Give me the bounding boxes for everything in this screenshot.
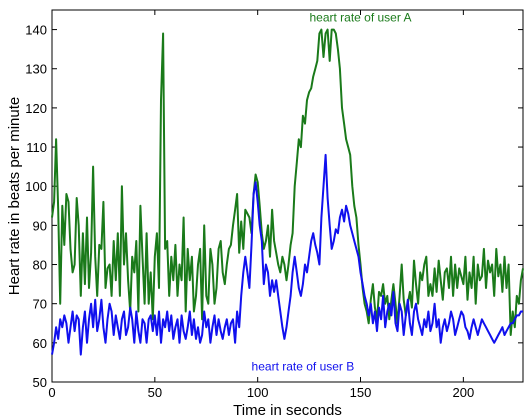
series-line-b xyxy=(51,153,523,356)
y-axis-ticks: 50 60 70 80 90 100 110 120 130 140 xyxy=(25,23,523,390)
annotation-layer: heart rate of user A heart rate of user B xyxy=(252,11,412,374)
series-layer xyxy=(51,28,524,356)
y-tick-label: 120 xyxy=(25,101,47,116)
y-axis-label: Heart rate in beats per minute xyxy=(6,97,23,295)
y-tick-label: 110 xyxy=(26,140,47,155)
y-tick-label: 60 xyxy=(33,336,47,351)
y-tick-label: 130 xyxy=(25,62,47,77)
x-tick-label: 50 xyxy=(148,385,162,400)
x-tick-label: 100 xyxy=(247,385,269,400)
annotation-user-a: heart rate of user A xyxy=(309,11,411,25)
y-tick-label: 50 xyxy=(33,375,47,390)
y-tick-label: 140 xyxy=(25,23,47,38)
x-tick-label: 200 xyxy=(453,385,475,400)
x-tick-label: 0 xyxy=(48,385,55,400)
y-tick-label: 70 xyxy=(33,297,47,312)
y-tick-label: 100 xyxy=(25,179,47,194)
x-axis-label: Time in seconds xyxy=(233,402,342,418)
x-axis-ticks: 0 50 100 150 200 xyxy=(48,10,474,400)
y-tick-label: 80 xyxy=(33,258,47,273)
series-line-a xyxy=(51,28,524,336)
x-tick-label: 150 xyxy=(350,385,372,400)
annotation-user-b: heart rate of user B xyxy=(252,359,355,373)
y-tick-label: 90 xyxy=(33,218,47,233)
